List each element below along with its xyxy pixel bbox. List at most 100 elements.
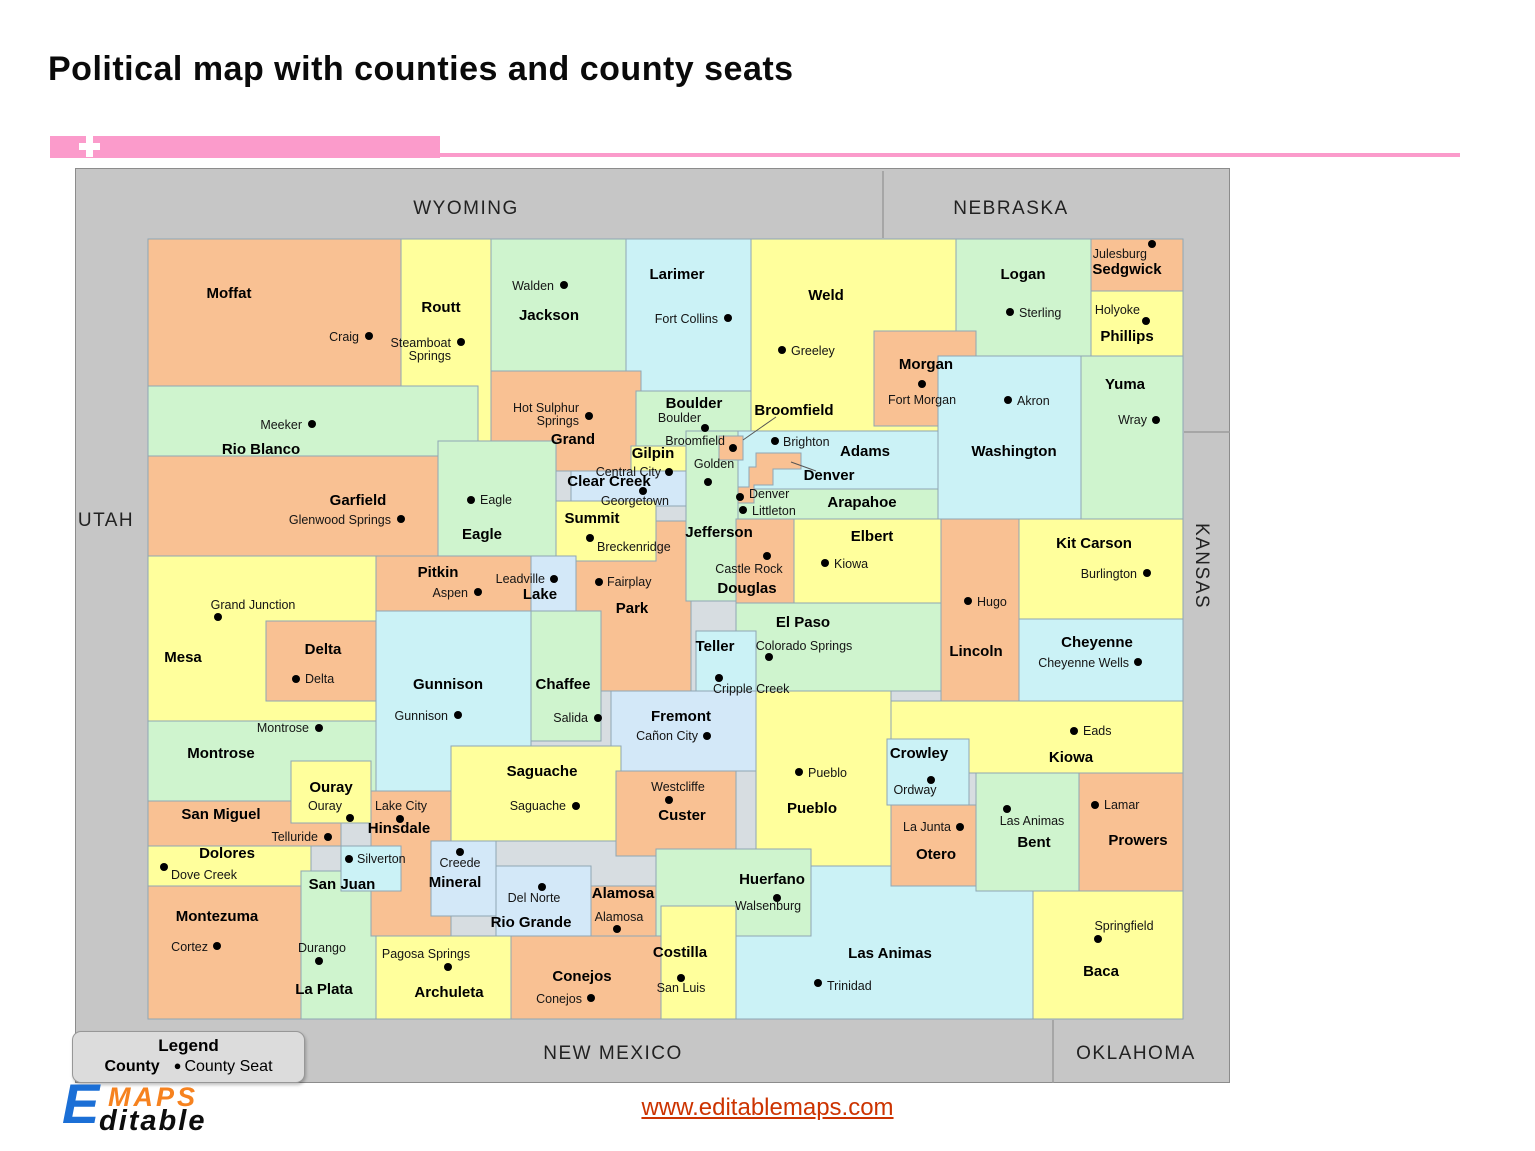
- county-label-saguache: Saguache: [507, 763, 578, 780]
- county-seat-label-montrose: Montrose: [257, 721, 309, 735]
- map-frame: Moffat Craig Routt Steamboat Springs Jackson W…: [75, 168, 1230, 1083]
- county-seat-dot-las-animas: [814, 979, 822, 987]
- county-label-logan: Logan: [1001, 266, 1046, 283]
- county-label-pueblo: Pueblo: [787, 800, 837, 817]
- county-seat-dot-douglas: [763, 552, 771, 560]
- county-seat-dot-conejos: [587, 994, 595, 1002]
- accent-bar-left: [50, 136, 440, 158]
- county-seat-label-gilpin: Central City: [596, 465, 662, 479]
- county-seat-label-clear-creek: Georgetown: [601, 494, 669, 508]
- county-seat-label-rio-blanco: Meeker: [260, 418, 302, 432]
- county-label-weld: Weld: [808, 287, 844, 304]
- county-seat-dot-otero: [956, 823, 964, 831]
- county-shape-san-juan: [340, 845, 402, 892]
- county-label-douglas: Douglas: [717, 580, 776, 597]
- county-seat-dot-eagle: [467, 496, 475, 504]
- county-label-kiowa: Kiowa: [1049, 749, 1094, 766]
- county-seat-dot-prowers: [1091, 801, 1099, 809]
- county-seat-dot-pitkin: [474, 588, 482, 596]
- legend: Legend County ● County Seat: [72, 1031, 305, 1083]
- plus-icon: [86, 143, 93, 150]
- county-shape-yuma: [1080, 355, 1184, 520]
- county-label-alamosa: Alamosa: [592, 885, 655, 902]
- county-seat-label-arapahoe: Littleton: [752, 504, 796, 518]
- county-seat-label-kit-carson: Burlington: [1081, 567, 1137, 581]
- county-label-mesa: Mesa: [164, 649, 202, 666]
- county-shape-chaffee: [530, 610, 602, 742]
- logo-ditable: ditable: [99, 1105, 207, 1137]
- county-seat-label-morgan: Fort Morgan: [888, 393, 956, 407]
- county-shape-gilpin: [630, 445, 692, 472]
- county-shape-baca: [1032, 890, 1184, 1020]
- county-seat-dot-la-plata: [315, 957, 323, 965]
- neighbor-label-utah: UTAH: [78, 510, 134, 531]
- county-label-park: Park: [616, 600, 649, 617]
- county-seat-label-mineral: Creede: [440, 856, 481, 870]
- legend-row: County ● County Seat: [73, 1058, 304, 1076]
- neighbor-label-kansas: KANSAS: [1191, 523, 1212, 609]
- county-shape-kit-carson: [1018, 518, 1184, 620]
- county-seat-dot-icon: ●: [173, 1058, 182, 1073]
- county-seat-dot-sedgwick: [1148, 240, 1156, 248]
- county-label-summit: Summit: [564, 510, 619, 527]
- county-seat-dot-cheyenne: [1134, 658, 1142, 666]
- logo-e: E: [62, 1072, 100, 1135]
- county-seat-label-weld: Greeley: [791, 344, 836, 358]
- county-seat-label-bent: Las Animas: [1000, 814, 1065, 828]
- county-shape-eagle: [437, 440, 557, 557]
- footer-url-link[interactable]: www.editablemaps.com: [641, 1094, 894, 1121]
- county-seat-dot-el-paso: [765, 653, 773, 661]
- county-seat-label-rio-grande: Del Norte: [508, 891, 561, 905]
- county-shape-arapahoe: [737, 488, 939, 520]
- county-seat-dot-saguache: [572, 802, 580, 810]
- county-shape-garfield: [147, 455, 439, 557]
- county-seat-dot-chaffee: [594, 714, 602, 722]
- county-seat-dot-yuma: [1152, 416, 1160, 424]
- county-shape-phillips: [1090, 290, 1184, 357]
- county-seat-dot-jackson: [560, 281, 568, 289]
- county-shape-dolores: [147, 845, 312, 887]
- county-label-san-juan: San Juan: [309, 876, 376, 893]
- county-label-huerfano: Huerfano: [739, 871, 805, 888]
- colorado-map: Moffat Craig Routt Steamboat Springs Jackson W…: [78, 171, 1230, 1083]
- county-label-mineral: Mineral: [429, 874, 482, 891]
- county-seat-label-grand: Hot Sulphur Springs: [513, 401, 579, 428]
- county-label-montrose: Montrose: [187, 745, 255, 762]
- county-shape-costilla: [660, 905, 737, 1020]
- county-seat-dot-lincoln: [964, 597, 972, 605]
- county-shape-pitkin: [375, 555, 532, 612]
- county-label-elbert: Elbert: [851, 528, 894, 545]
- county-seat-label-costilla: San Luis: [657, 981, 706, 995]
- county-seat-dot-custer: [665, 796, 673, 804]
- county-seat-label-dolores: Dove Creek: [171, 868, 238, 882]
- neighbor-label-new-mexico: NEW MEXICO: [543, 1043, 683, 1064]
- county-label-clear-creek: Clear Creek: [567, 473, 651, 490]
- county-seat-dot-weld: [778, 346, 786, 354]
- county-label-cheyenne: Cheyenne: [1061, 634, 1133, 651]
- county-shape-lincoln: [940, 518, 1020, 722]
- county-seat-label-huerfano: Walsenburg: [735, 899, 801, 913]
- neighbor-label-nebraska: NEBRASKA: [953, 198, 1068, 219]
- county-seat-label-archuleta: Pagosa Springs: [382, 947, 470, 961]
- county-seat-dot-summit: [586, 534, 594, 542]
- county-seat-dot-jefferson: [704, 478, 712, 486]
- legend-seat-label: County Seat: [184, 1058, 273, 1075]
- county-label-kit-carson: Kit Carson: [1056, 535, 1132, 552]
- county-label-rio-grande: Rio Grande: [491, 914, 572, 931]
- county-shape-saguache: [450, 745, 622, 842]
- legend-county-label: County: [104, 1058, 160, 1075]
- county-label-montezuma: Montezuma: [176, 908, 259, 925]
- county-seat-label-chaffee: Salida: [553, 711, 588, 725]
- county-seat-dot-denver: [736, 493, 744, 501]
- county-seat-label-logan: Sterling: [1019, 306, 1061, 320]
- county-label-broomfield: Broomfield: [754, 402, 833, 419]
- county-label-routt: Routt: [421, 299, 460, 316]
- county-label-lincoln: Lincoln: [949, 643, 1002, 660]
- county-label-la-plata: La Plata: [295, 981, 353, 998]
- county-label-washington: Washington: [971, 443, 1056, 460]
- county-seat-dot-morgan: [918, 380, 926, 388]
- county-seat-label-eagle: Eagle: [480, 493, 512, 507]
- county-seat-dot-bent: [1003, 805, 1011, 813]
- county-label-delta: Delta: [305, 641, 342, 658]
- county-seat-dot-washington: [1004, 396, 1012, 404]
